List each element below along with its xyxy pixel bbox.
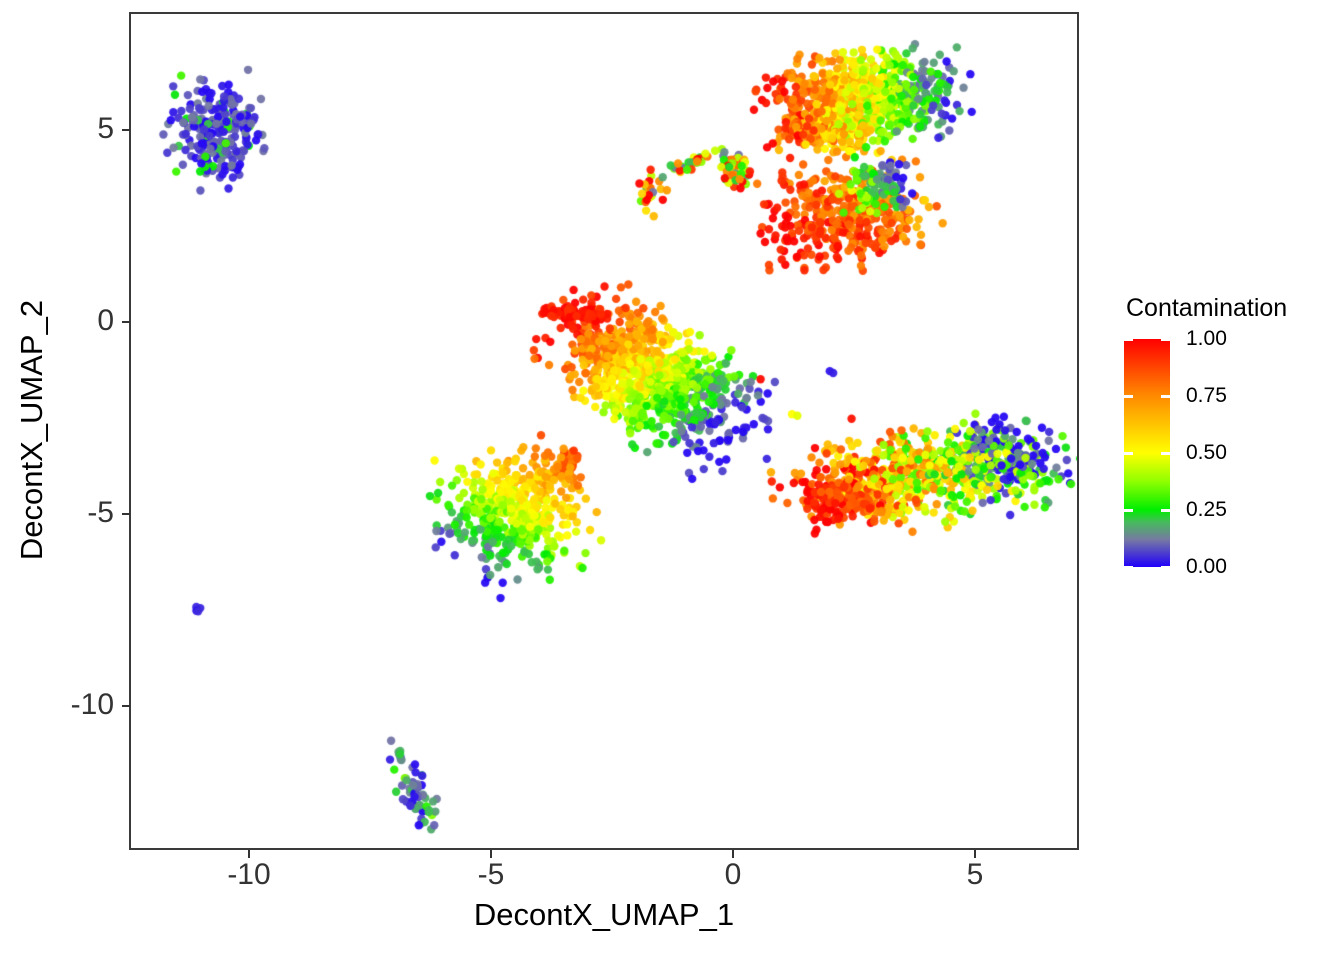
legend-tick-label: 0.75 — [1186, 384, 1227, 407]
x-tick-label: 5 — [966, 858, 984, 891]
colorbar-tick — [1161, 565, 1170, 567]
y-tick-label: -10 — [70, 688, 114, 721]
legend-tick-label: 0.00 — [1186, 555, 1227, 578]
x-tick-mark — [732, 850, 734, 858]
x-tick-label: 0 — [724, 858, 742, 891]
x-tick-mark — [248, 850, 250, 858]
colorbar-tick — [1161, 451, 1170, 455]
x-tick-mark — [974, 850, 976, 858]
x-tick-mark — [490, 850, 492, 858]
x-axis-title: DecontX_UMAP_1 — [473, 897, 735, 932]
y-tick-mark — [122, 321, 130, 323]
colorbar-tick — [1124, 339, 1133, 341]
legend-tick-label: 0.50 — [1186, 441, 1227, 464]
colorbar-tick — [1124, 565, 1133, 567]
colorbar-tick — [1161, 339, 1170, 341]
y-tick-label: -5 — [87, 496, 114, 529]
legend-tick-label: 1.00 — [1186, 327, 1227, 350]
colorbar-tick — [1161, 508, 1170, 512]
y-tick-mark — [122, 129, 130, 131]
colorbar-tick — [1161, 394, 1170, 398]
legend-colorbar — [1124, 339, 1170, 567]
y-tick-mark — [122, 705, 130, 707]
plot-panel — [129, 12, 1079, 850]
x-tick-label: -5 — [477, 858, 505, 891]
colorbar-tick — [1124, 394, 1133, 398]
scatter-canvas — [131, 14, 1077, 848]
legend-title: Contamination — [1126, 294, 1288, 322]
y-tick-label: 0 — [97, 304, 114, 337]
colorbar-tick — [1124, 508, 1133, 512]
y-tick-mark — [122, 513, 130, 515]
legend-tick-label: 0.25 — [1186, 498, 1227, 521]
colorbar-tick — [1124, 451, 1133, 455]
y-tick-label: 5 — [97, 112, 114, 145]
x-tick-label: -10 — [227, 858, 271, 891]
y-axis-title: DecontX_UMAP_2 — [14, 299, 49, 561]
